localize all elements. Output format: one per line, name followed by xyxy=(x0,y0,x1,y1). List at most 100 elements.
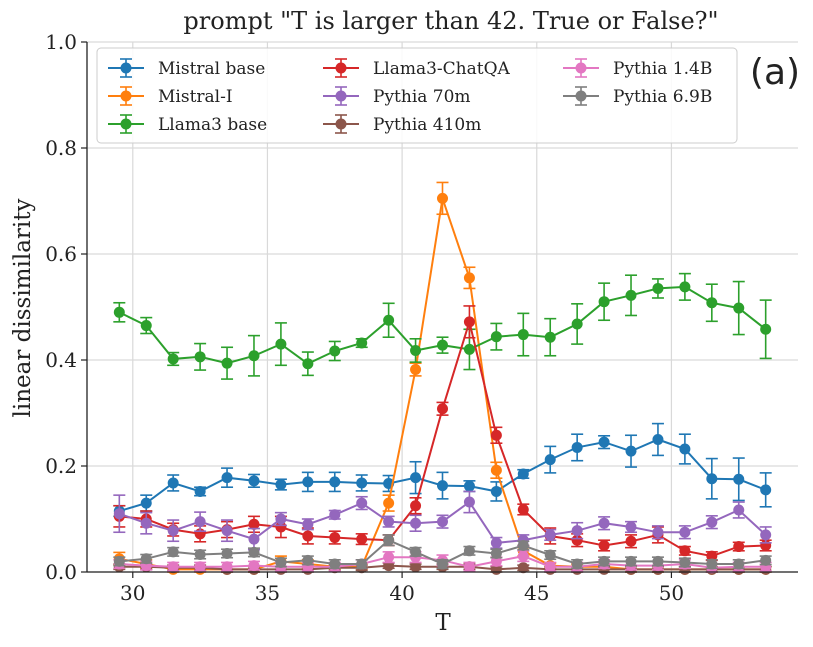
data-point xyxy=(356,337,368,349)
legend-item: Pythia 70m xyxy=(323,86,471,107)
data-point xyxy=(329,532,341,544)
data-point xyxy=(652,555,664,567)
data-point xyxy=(437,339,448,351)
data-point xyxy=(410,546,422,558)
data-point xyxy=(275,521,287,533)
data-point xyxy=(463,545,475,557)
data-point xyxy=(194,485,206,497)
data-point xyxy=(544,529,556,541)
data-point xyxy=(679,281,691,293)
series-mistral-base xyxy=(113,422,772,518)
data-point xyxy=(463,343,475,355)
data-point xyxy=(760,323,772,335)
x-tick-label: 50 xyxy=(659,581,684,605)
data-point xyxy=(463,496,475,508)
data-point xyxy=(410,364,422,376)
data-point xyxy=(221,561,233,573)
data-point xyxy=(140,517,152,529)
data-point xyxy=(598,555,610,567)
legend: Mistral base Mistral-I Llama3 base Llama3-C… xyxy=(96,47,738,144)
data-point xyxy=(167,353,179,365)
data-point xyxy=(517,562,529,574)
data-point xyxy=(571,441,583,453)
data-point xyxy=(544,561,556,573)
data-point xyxy=(194,561,206,573)
data-point xyxy=(221,472,233,484)
data-point xyxy=(329,558,341,570)
data-point xyxy=(571,318,583,330)
data-point xyxy=(625,521,637,533)
data-point xyxy=(652,526,664,538)
data-point xyxy=(221,525,233,537)
data-point xyxy=(490,555,502,567)
data-point xyxy=(760,484,772,496)
data-point xyxy=(490,547,502,559)
legend-marker xyxy=(575,62,587,74)
data-point xyxy=(760,554,772,566)
data-point xyxy=(625,535,637,547)
x-axis-label: T xyxy=(435,610,451,636)
data-point xyxy=(544,549,556,561)
data-point xyxy=(437,516,448,528)
data-point xyxy=(598,296,610,308)
data-point xyxy=(167,546,179,558)
legend-item: Mistral-I xyxy=(108,86,233,107)
data-point xyxy=(437,558,448,570)
data-point xyxy=(383,497,395,509)
data-point xyxy=(733,558,745,570)
data-point xyxy=(760,529,772,541)
data-point xyxy=(356,477,368,489)
data-point xyxy=(463,561,475,573)
data-point xyxy=(706,550,718,562)
data-point xyxy=(598,436,610,448)
data-point xyxy=(490,464,502,476)
data-point xyxy=(302,530,314,542)
data-point xyxy=(140,553,152,565)
y-tick-label: 0.4 xyxy=(45,348,77,372)
axes xyxy=(86,42,798,573)
data-point xyxy=(275,338,287,350)
data-point xyxy=(437,403,448,415)
legend-item: Pythia 6.9B xyxy=(563,86,712,107)
data-point xyxy=(437,480,448,492)
data-point xyxy=(113,555,125,567)
x-tick-label: 30 xyxy=(120,581,145,605)
data-point xyxy=(571,534,583,546)
data-point xyxy=(302,554,314,566)
legend-item: Llama3-ChatQA xyxy=(323,58,511,79)
data-point xyxy=(490,429,502,441)
data-point xyxy=(383,551,395,563)
legend-item: Pythia 410m xyxy=(323,114,481,135)
data-point xyxy=(410,344,422,356)
x-tick-label: 40 xyxy=(389,581,414,605)
y-tick-label: 1.0 xyxy=(45,30,77,54)
series-pythia-70m xyxy=(113,490,772,551)
data-point xyxy=(113,508,125,520)
data-point xyxy=(140,497,152,509)
y-axis-label: linear dissimilarity xyxy=(10,198,36,417)
data-point xyxy=(410,561,422,573)
data-point xyxy=(194,516,206,528)
data-point xyxy=(625,555,637,567)
legend-label: Llama3 base xyxy=(158,115,267,135)
data-point xyxy=(625,289,637,301)
data-point xyxy=(221,547,233,559)
legend-label: Mistral-I xyxy=(158,87,233,107)
data-point xyxy=(302,518,314,530)
data-point xyxy=(652,434,664,445)
data-point xyxy=(706,558,718,570)
data-point xyxy=(410,500,422,512)
y-tick-label: 0.0 xyxy=(45,560,77,584)
data-point xyxy=(706,297,718,309)
legend-marker xyxy=(120,118,132,130)
data-point xyxy=(463,480,475,492)
legend-label: Llama3-ChatQA xyxy=(373,59,511,79)
legend-marker xyxy=(120,62,132,74)
data-point xyxy=(733,302,745,314)
data-point xyxy=(194,549,206,561)
data-point xyxy=(167,561,179,573)
data-point xyxy=(463,272,475,284)
data-point xyxy=(248,350,260,362)
panel-label: (a) xyxy=(750,52,800,93)
